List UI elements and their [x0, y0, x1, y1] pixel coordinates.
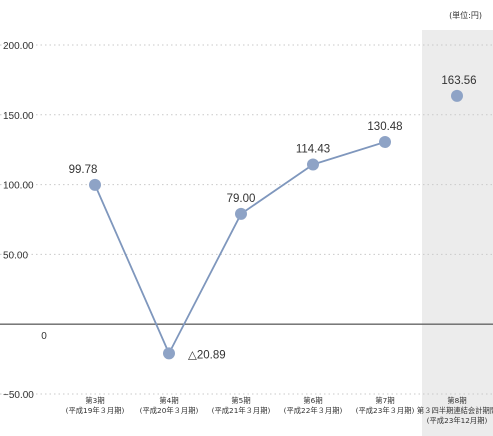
y-axis: 200.00 150.00 100.00 50.00 0 −50.00: [3, 41, 47, 401]
y-tick-label: 150.00: [3, 111, 34, 122]
x-tick-label: 第3期: [85, 396, 104, 405]
x-tick-label: 第7期: [375, 396, 394, 405]
data-point: [89, 178, 101, 191]
data-point: [307, 158, 319, 171]
data-label: 79.00: [227, 193, 256, 205]
data-label: 163.56: [441, 75, 476, 87]
x-tick-label: (平成22年３月期): [284, 406, 343, 415]
x-tick-label: 第5期: [231, 396, 250, 405]
data-point: [451, 89, 463, 102]
unit-label: (単位:円): [449, 10, 482, 20]
x-tick-label: 第4期: [159, 396, 178, 405]
y-tick-label: 100.00: [3, 181, 34, 192]
data-label: 130.48: [367, 121, 402, 133]
x-tick-label: 第8期: [447, 396, 466, 405]
series-polyline: [94, 141, 386, 355]
data-label: 114.43: [296, 143, 330, 155]
y-tick-label: 0: [41, 331, 47, 342]
x-tick-label: (平成23年３月期): [356, 406, 415, 415]
grid-lines: [0, 44, 493, 395]
x-tick-label: (平成19年３月期): [66, 406, 125, 415]
y-tick-label: −50.00: [3, 390, 34, 401]
data-label: △20.89: [188, 349, 226, 361]
x-tick-label: (平成21年３月期): [212, 406, 271, 415]
x-tick-label: (平成23年12月期): [427, 416, 488, 425]
data-markers: [89, 89, 463, 360]
x-tick-label: (平成20年３月期): [140, 406, 199, 415]
x-tick-label: 第３四半期連結会計期間: [417, 406, 493, 415]
data-point: [379, 136, 391, 149]
data-labels: 99.78 △20.89 79.00 114.43 130.48 163.56: [69, 75, 477, 361]
x-axis: 第3期(平成19年３月期) 第4期(平成20年３月期) 第5期(平成21年３月期) 第…: [66, 396, 493, 425]
data-label: 99.78: [69, 164, 98, 176]
x-tick-label: 第6期: [303, 396, 322, 405]
series-line: [94, 141, 386, 355]
y-tick-label: 50.00: [3, 250, 28, 261]
y-tick-label: 200.00: [3, 41, 34, 52]
data-point: [235, 207, 247, 220]
data-point: [163, 347, 175, 360]
